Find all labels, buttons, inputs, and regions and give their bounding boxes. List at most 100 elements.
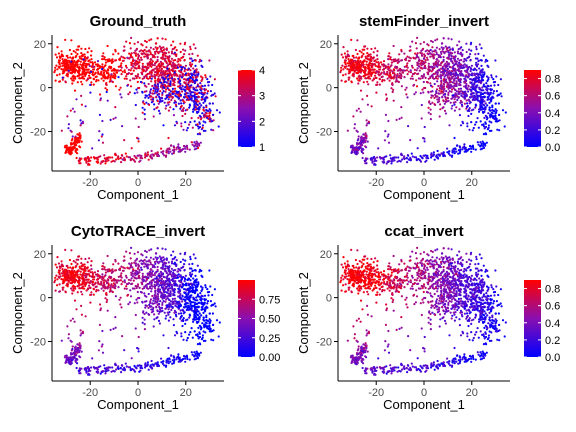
data-point xyxy=(170,262,174,265)
data-point xyxy=(120,55,123,58)
data-point xyxy=(85,64,88,67)
data-point xyxy=(192,43,195,46)
data-point xyxy=(78,265,81,268)
data-point xyxy=(190,72,193,75)
data-point xyxy=(167,150,170,153)
x-tick-label: 0 xyxy=(421,177,427,189)
data-point xyxy=(438,48,441,51)
data-point xyxy=(487,98,490,101)
data-point xyxy=(66,277,69,280)
data-point xyxy=(72,70,75,73)
y-tick-label: 20 xyxy=(320,39,332,51)
data-point xyxy=(104,61,107,64)
data-point xyxy=(81,275,84,278)
data-point xyxy=(67,69,70,72)
data-point xyxy=(104,297,107,300)
data-point xyxy=(196,84,199,88)
data-point xyxy=(376,70,379,73)
data-point xyxy=(174,256,177,259)
data-point xyxy=(431,50,434,53)
data-point xyxy=(183,88,186,91)
data-point xyxy=(61,54,64,57)
data-point xyxy=(110,69,113,72)
data-point xyxy=(71,107,74,110)
data-point xyxy=(176,122,179,125)
data-point xyxy=(114,116,117,119)
data-point xyxy=(73,110,76,113)
data-point xyxy=(459,78,463,81)
data-point xyxy=(457,87,460,90)
data-point xyxy=(158,255,161,258)
data-point xyxy=(80,277,84,280)
data-point xyxy=(110,73,113,76)
data-point xyxy=(179,99,182,102)
data-point xyxy=(458,40,461,43)
data-point xyxy=(457,149,460,152)
data-point xyxy=(165,258,168,261)
data-point xyxy=(347,54,350,57)
data-point xyxy=(459,51,462,54)
data-point xyxy=(195,86,198,89)
data-point xyxy=(174,275,177,278)
data-point xyxy=(383,64,387,67)
data-point xyxy=(193,95,196,98)
data-point xyxy=(198,102,201,105)
data-point xyxy=(439,92,442,95)
data-point xyxy=(114,285,117,288)
data-point xyxy=(455,63,458,66)
data-point xyxy=(460,101,464,104)
data-point xyxy=(81,75,84,78)
data-point xyxy=(167,98,170,101)
data-point xyxy=(174,103,177,106)
data-point xyxy=(369,77,372,80)
data-point xyxy=(76,285,79,288)
data-point xyxy=(193,148,196,151)
data-point xyxy=(160,74,163,77)
data-point xyxy=(430,96,433,99)
data-point xyxy=(429,108,432,111)
data-point xyxy=(121,125,124,128)
data-point xyxy=(366,80,369,83)
data-point xyxy=(210,128,213,131)
data-point xyxy=(403,155,406,158)
data-point xyxy=(61,72,64,75)
data-point xyxy=(376,54,379,57)
data-point xyxy=(485,133,488,136)
data-point xyxy=(60,278,63,281)
data-point xyxy=(378,73,381,76)
data-point xyxy=(177,145,180,148)
data-point xyxy=(133,92,136,95)
data-point xyxy=(478,67,481,70)
data-point xyxy=(109,65,113,69)
data-point xyxy=(462,60,466,63)
data-point xyxy=(489,113,492,116)
data-point xyxy=(432,153,435,156)
data-point xyxy=(442,154,445,158)
data-point xyxy=(77,133,80,136)
data-point xyxy=(161,91,164,95)
data-point xyxy=(106,75,109,78)
data-point xyxy=(455,73,458,76)
data-point xyxy=(162,279,165,283)
data-point xyxy=(479,148,482,151)
data-point xyxy=(173,90,176,93)
data-point xyxy=(78,69,81,72)
data-point xyxy=(126,84,129,87)
data-point xyxy=(125,66,128,69)
data-point xyxy=(373,68,376,71)
data-point xyxy=(153,92,156,95)
data-point xyxy=(447,56,450,59)
data-point xyxy=(484,102,487,105)
data-point xyxy=(147,306,150,309)
data-point xyxy=(60,260,63,263)
data-point xyxy=(500,95,503,98)
data-point xyxy=(394,156,398,159)
data-point xyxy=(478,88,481,91)
data-point xyxy=(473,88,476,91)
data-point xyxy=(458,82,461,85)
data-point xyxy=(200,104,203,107)
data-point xyxy=(411,40,414,43)
data-point xyxy=(196,133,199,136)
data-point xyxy=(416,158,419,161)
